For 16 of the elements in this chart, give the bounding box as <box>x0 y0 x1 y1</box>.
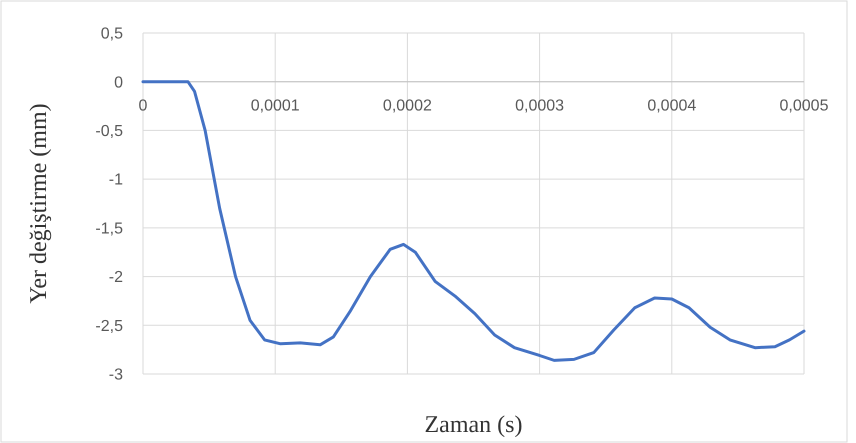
y-tick-label: -0,5 <box>95 123 124 140</box>
y-tick-label: -2 <box>108 269 124 286</box>
x-axis-title: Zaman (s) <box>424 412 522 438</box>
x-tick-label: 0 <box>138 98 148 115</box>
y-tick-label: -1 <box>108 172 124 189</box>
y-tick-label: -3 <box>108 366 124 384</box>
x-tick-label: 0,0002 <box>382 98 432 115</box>
y-axis-title: Yer değiştirme (mm) <box>26 103 52 304</box>
x-tick-label: 0,0005 <box>780 98 829 115</box>
x-tick-label: 0,0004 <box>647 98 696 115</box>
y-tick-label: 0 <box>114 74 124 92</box>
y-tick-label: 0,5 <box>100 26 124 43</box>
x-tick-label: 0,0003 <box>515 98 564 115</box>
y-tick-label: -2,5 <box>95 318 124 335</box>
y-tick-label: -1,5 <box>95 220 124 238</box>
x-tick-label: 0,0001 <box>250 98 300 115</box>
